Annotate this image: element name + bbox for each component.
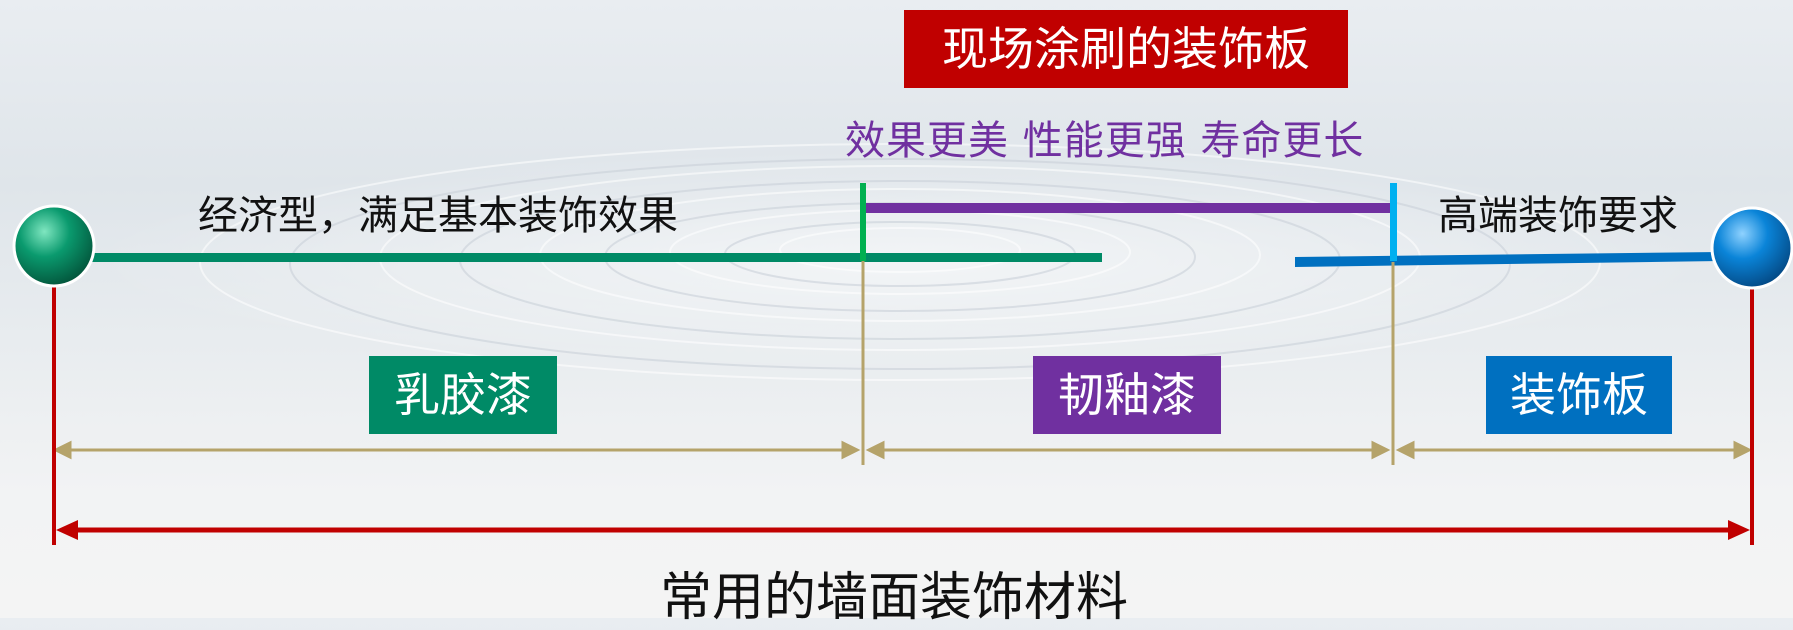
title-text: 现场涂刷的装饰板 (942, 22, 1310, 76)
tough-range-bar (866, 203, 1394, 213)
board-range-bar (1295, 252, 1720, 267)
blue-sphere-icon (1710, 206, 1793, 290)
title-box: 现场涂刷的装饰板 (904, 10, 1348, 88)
bottom-caption: 常用的墙面装饰材料 (660, 568, 1129, 628)
right-description: 高端装饰要求 (1438, 193, 1678, 239)
tough-paint-box: 韧釉漆 (1033, 356, 1221, 434)
green-sphere-icon (12, 204, 96, 288)
left-description: 经济型，满足基本装饰效果 (198, 193, 678, 239)
tough-paint-label: 韧釉漆 (1058, 368, 1196, 422)
latex-paint-label: 乳胶漆 (394, 368, 532, 422)
latex-paint-box: 乳胶漆 (369, 356, 557, 434)
decorative-board-box: 装饰板 (1486, 356, 1672, 434)
latex-range-bar (80, 253, 1102, 262)
cyan-marker (1390, 183, 1397, 261)
decorative-board-label: 装饰板 (1510, 368, 1648, 422)
green-marker (860, 183, 866, 261)
benefits-text: 效果更美 性能更强 寿命更长 (845, 118, 1365, 164)
